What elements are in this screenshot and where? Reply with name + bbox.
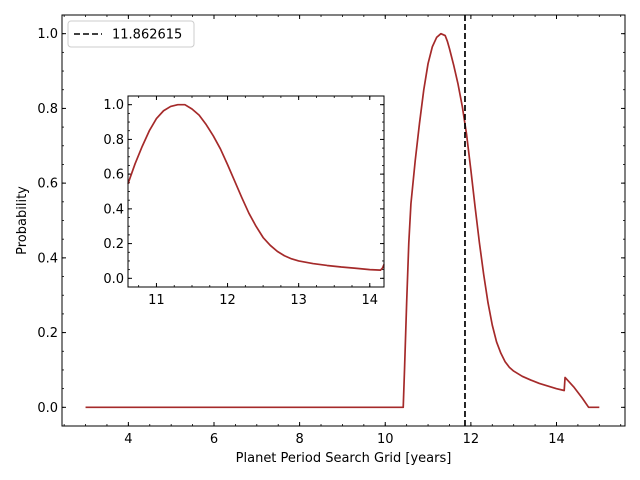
inset-y-tick-label-0: 0.0 — [103, 272, 124, 287]
main-x-tick-label-0: 4 — [124, 432, 132, 447]
main-plot: 4 6 8 10 12 14 0.0 0.2 0.4 0.6 0.8 1.0 Planet Perio… — [15, 14, 626, 466]
main-series — [85, 15, 600, 426]
inset-y-tick-label-4: 0.8 — [103, 133, 124, 148]
legend-box — [67, 20, 195, 48]
main-y-tick-label-0: 0.0 — [37, 401, 58, 416]
inset-y-tick-label-1: 0.2 — [103, 237, 124, 252]
main-x-tick-label-4: 12 — [463, 432, 480, 447]
main-y-tick-label-3: 0.6 — [37, 177, 58, 192]
inset-x-tick-label-3: 14 — [362, 293, 379, 308]
y-axis-label: Probability — [15, 186, 30, 255]
inset-y-tick-label-2: 0.4 — [103, 202, 124, 217]
main-x-tick-label-2: 8 — [295, 432, 303, 447]
inset-series — [127, 103, 385, 272]
main-x-tick-label-3: 10 — [377, 432, 394, 447]
legend-entry-label: 11.862615 — [112, 28, 182, 43]
inset-plot: 11 12 13 14 0.0 0.2 0.4 0.6 0.8 1.0 — [103, 95, 385, 308]
inset-background — [128, 96, 384, 287]
inset-x-tick-label-0: 11 — [148, 293, 165, 308]
inset-y-tick-label-5: 1.0 — [103, 98, 124, 113]
main-y-tick-label-2: 0.4 — [37, 251, 58, 266]
main-y-tick-label-1: 0.2 — [37, 326, 58, 341]
main-y-tick-label-5: 1.0 — [37, 27, 58, 42]
inset-x-tick-label-2: 13 — [290, 293, 307, 308]
main-y-tick-label-4: 0.8 — [37, 102, 58, 117]
main-plot-frame — [61, 14, 626, 427]
inset-series-line-0 — [127, 103, 385, 272]
inset-x-tick-label-1: 12 — [219, 293, 236, 308]
inset-y-tick-label-3: 0.6 — [103, 168, 124, 183]
main-ticks: 4 6 8 10 12 14 0.0 0.2 0.4 0.6 0.8 1.0 — [37, 14, 625, 447]
main-x-tick-label-5: 14 — [548, 432, 565, 447]
main-series-line-0 — [85, 32, 600, 409]
inset-plot-frame — [127, 95, 385, 288]
legend: 11.862615 — [67, 20, 195, 48]
x-axis-label: Planet Period Search Grid [years] — [236, 451, 452, 466]
main-x-tick-label-1: 6 — [210, 432, 218, 447]
